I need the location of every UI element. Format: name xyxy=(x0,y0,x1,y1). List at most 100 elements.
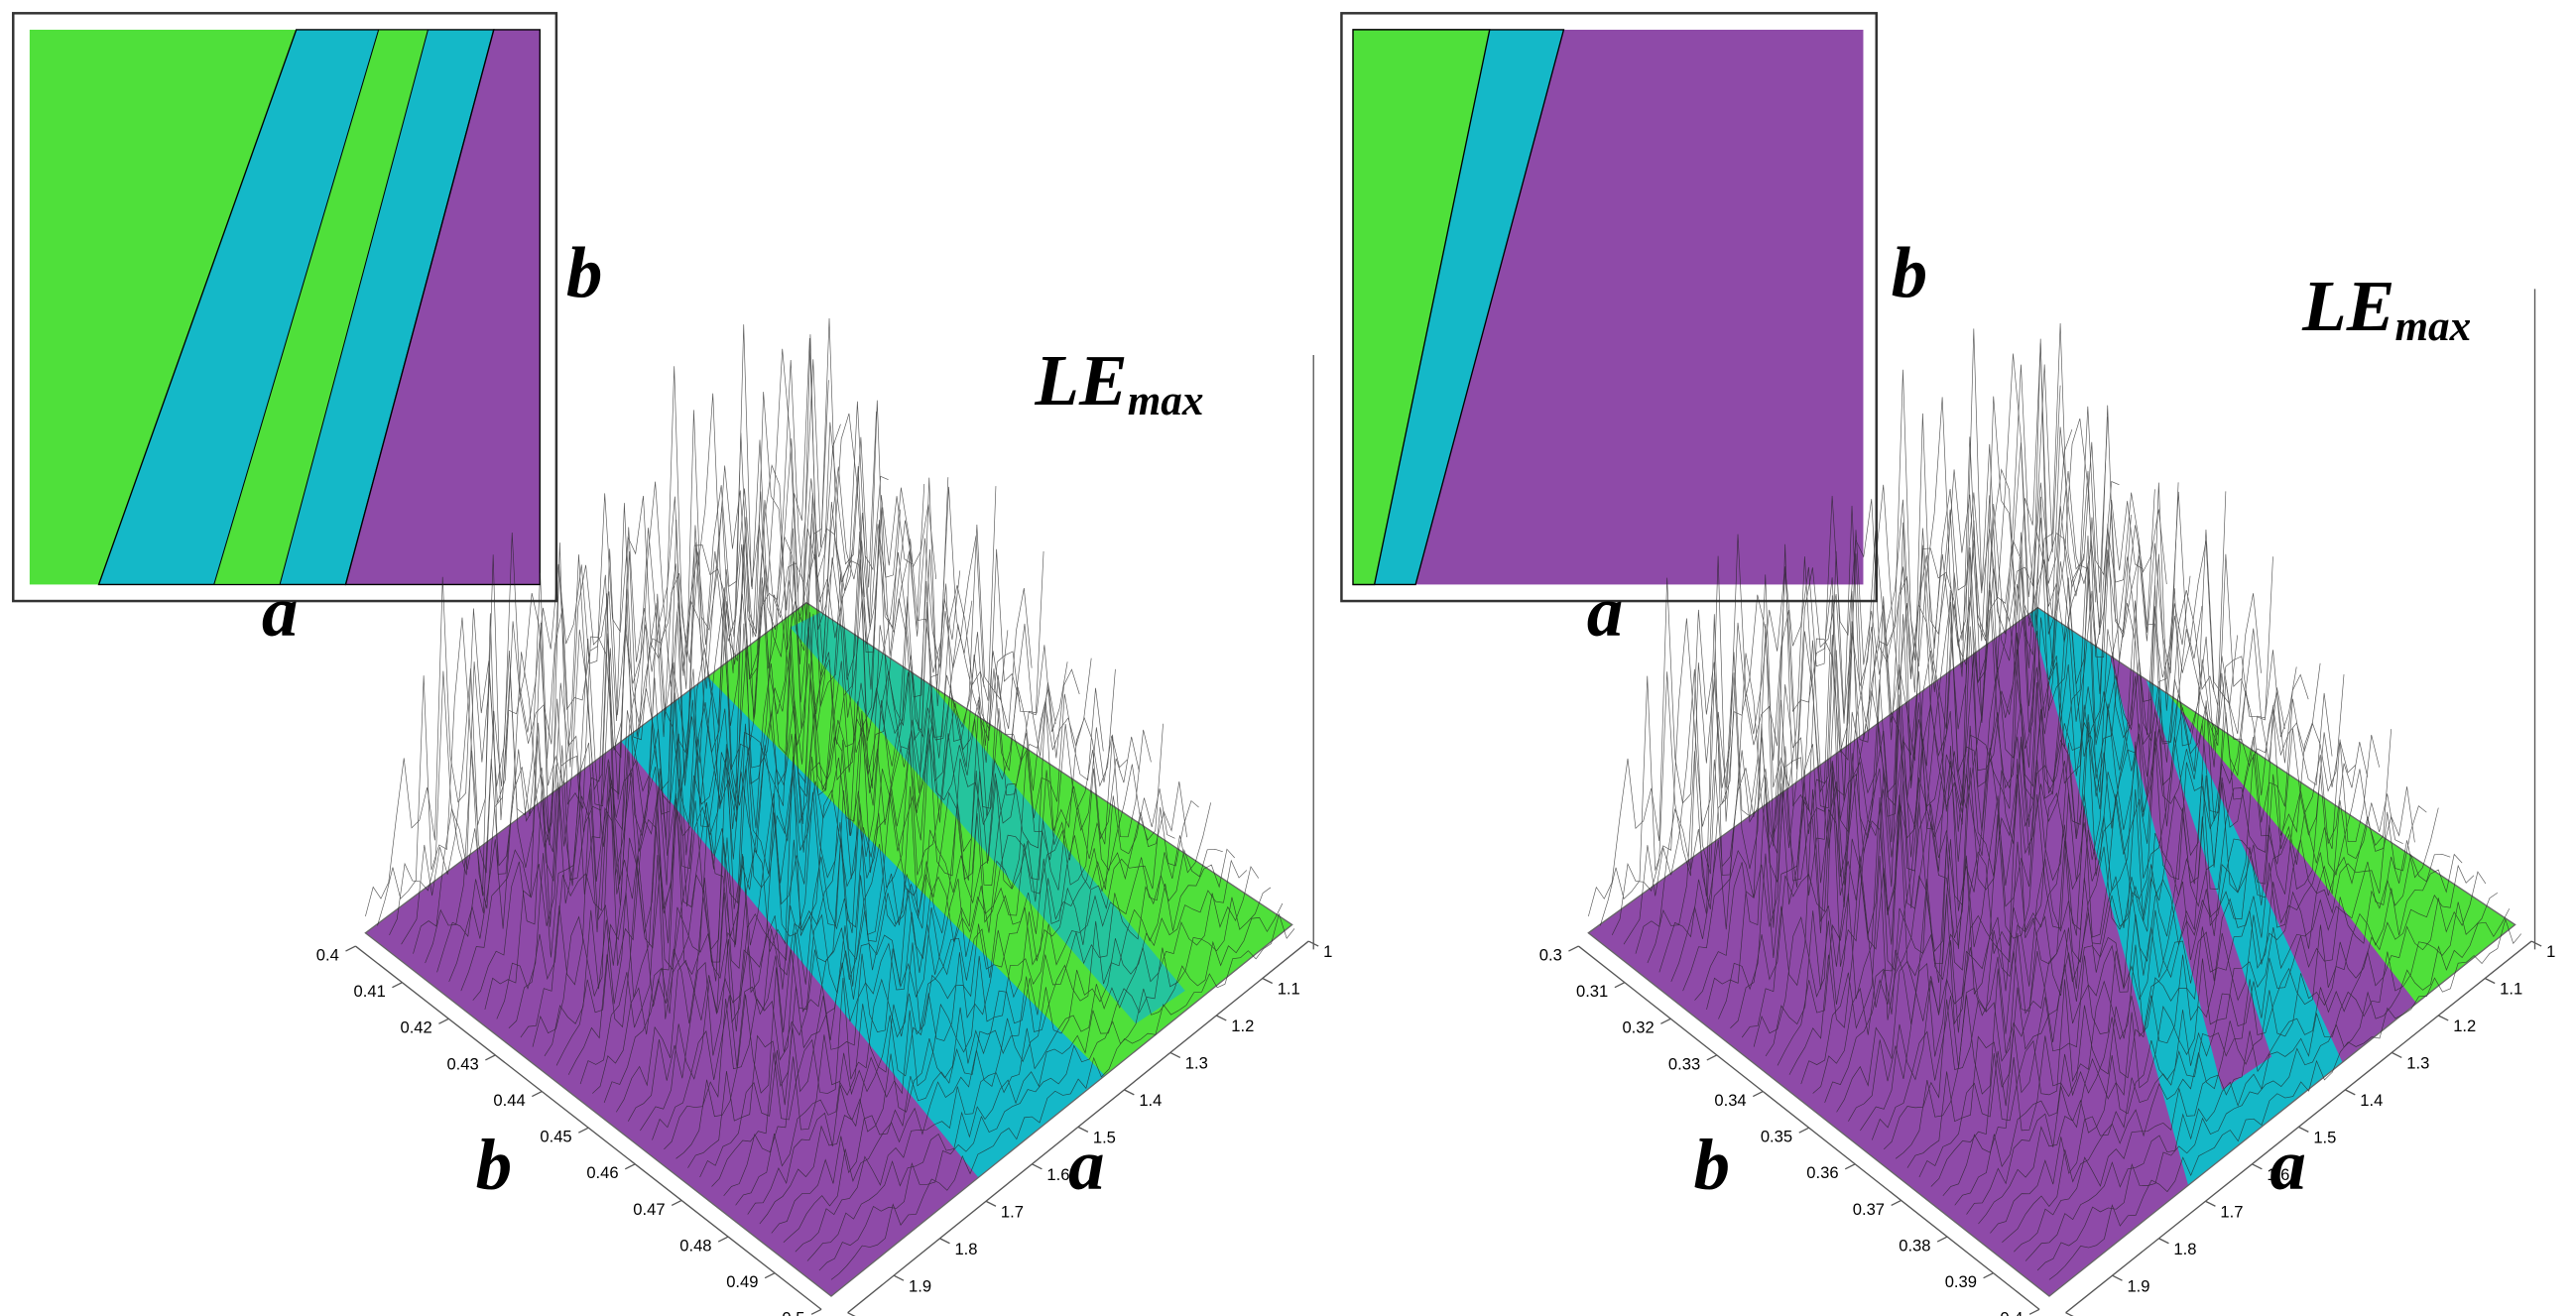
wire-line xyxy=(520,536,985,1038)
a-tick-label: 1.4 xyxy=(1139,1091,1162,1110)
wire-line xyxy=(1800,556,2273,1085)
wire-line xyxy=(1777,553,2250,1066)
wire-line xyxy=(1599,342,2073,926)
wire-line xyxy=(699,723,1164,1178)
wire-line xyxy=(1765,529,2238,1057)
wire-line xyxy=(1836,673,2309,1113)
inset-y-label: b xyxy=(1892,233,1928,313)
a-tick xyxy=(2112,1274,2123,1281)
b-tick xyxy=(717,1236,729,1243)
b-tick-label: 0.32 xyxy=(1622,1018,1654,1037)
wire-line xyxy=(711,788,1175,1187)
wire-line xyxy=(747,802,1211,1215)
b-tick-label: 0.46 xyxy=(586,1163,618,1182)
a-tick xyxy=(2392,1051,2402,1059)
b-tick xyxy=(1752,1090,1764,1098)
b-tick-label: 0.44 xyxy=(493,1091,525,1110)
b-tick-label: 0.3 xyxy=(1539,945,1562,964)
wire-line xyxy=(1623,338,2097,945)
b-tick xyxy=(1983,1272,1994,1279)
a-axis-label: a xyxy=(1068,1125,1105,1205)
b-tick-label: 0.45 xyxy=(540,1128,571,1146)
wire-line xyxy=(771,848,1235,1234)
b-tick xyxy=(345,945,356,952)
a-tick-label: 1.5 xyxy=(1093,1128,1116,1146)
a-tick-label: 1 xyxy=(2546,942,2555,961)
z-label-main: LE xyxy=(1034,340,1127,420)
wire-line xyxy=(806,887,1272,1261)
b-tick xyxy=(1844,1163,1856,1170)
wire-line xyxy=(1824,650,2297,1104)
b-tick-label: 0.49 xyxy=(726,1272,758,1291)
b-tick xyxy=(392,982,403,989)
wire-line xyxy=(1647,406,2120,964)
wire-line xyxy=(592,623,1056,1094)
a-tick xyxy=(985,1200,997,1207)
a-tick-label: 1.7 xyxy=(1001,1202,1024,1221)
contour-plane xyxy=(365,602,1292,1297)
wire-line xyxy=(616,668,1080,1113)
inset-y-label: b xyxy=(566,233,603,313)
a-tick xyxy=(2530,940,2542,947)
a-tick-label: 1.8 xyxy=(2173,1240,2196,1258)
wire-line xyxy=(1954,805,2427,1206)
a-tick xyxy=(1077,1126,1089,1133)
a-tick xyxy=(1262,977,1274,985)
wire-line xyxy=(413,411,877,954)
wire-line xyxy=(1895,742,2369,1159)
b-tick xyxy=(532,1090,543,1098)
b-tick xyxy=(671,1199,682,1207)
wire-line xyxy=(1978,853,2451,1225)
a-tick-label: 1.2 xyxy=(1231,1017,1254,1035)
inset-x-label: a xyxy=(1587,571,1624,652)
wire-line xyxy=(1611,322,2085,936)
a-tick xyxy=(2205,1200,2216,1207)
a-tick xyxy=(847,1312,856,1316)
b-tick xyxy=(577,1127,589,1134)
b-tick-label: 0.4 xyxy=(2000,1309,2023,1316)
axes xyxy=(345,289,2542,1316)
wire-line xyxy=(460,483,925,992)
a-tick xyxy=(1032,1163,1043,1170)
b-tick-label: 0.4 xyxy=(316,945,339,964)
plane-outline xyxy=(364,601,1293,1297)
wire-line xyxy=(664,724,1128,1150)
b-tick-label: 0.31 xyxy=(1576,982,1608,1001)
wire-line xyxy=(377,337,841,926)
b-tick-label: 0.35 xyxy=(1761,1128,1792,1146)
b-tick-label: 0.34 xyxy=(1714,1091,1746,1110)
wire-line xyxy=(1871,673,2345,1140)
b-axis-label: b xyxy=(476,1125,513,1205)
a-axis-label: a xyxy=(2269,1125,2306,1205)
a-tick xyxy=(2484,977,2496,985)
wire-line xyxy=(1706,482,2179,1011)
wire-line xyxy=(652,668,1116,1140)
a-tick-label: 1.3 xyxy=(1185,1053,1208,1072)
b-tick xyxy=(2028,1308,2040,1315)
a-tick-label: 1.1 xyxy=(2500,980,2522,999)
wire-line xyxy=(1883,728,2357,1150)
inset-map xyxy=(12,12,558,603)
a-tick xyxy=(1216,1015,1227,1021)
wire-line xyxy=(783,859,1248,1243)
wire-line xyxy=(735,799,1199,1206)
wire-line xyxy=(1741,540,2215,1038)
wire-line xyxy=(640,687,1104,1132)
b-tick-label: 0.42 xyxy=(400,1018,431,1037)
b-tick-label: 0.47 xyxy=(633,1200,665,1219)
a-tick-label: 1.4 xyxy=(2360,1091,2383,1110)
wire-line xyxy=(2002,864,2475,1243)
b-tick-label: 0.36 xyxy=(1806,1163,1838,1182)
a-tick xyxy=(1169,1051,1181,1059)
a-tick-label: 2 xyxy=(863,1314,872,1316)
wire-line xyxy=(830,912,1295,1280)
wire-line xyxy=(472,492,937,1001)
a-tick xyxy=(2065,1312,2074,1316)
wire-line xyxy=(759,848,1223,1225)
plane-outline xyxy=(1587,606,2516,1297)
inset-map xyxy=(1340,12,1878,603)
b-tick xyxy=(764,1272,776,1279)
wire-line xyxy=(1966,807,2439,1215)
wire-line xyxy=(401,334,865,945)
